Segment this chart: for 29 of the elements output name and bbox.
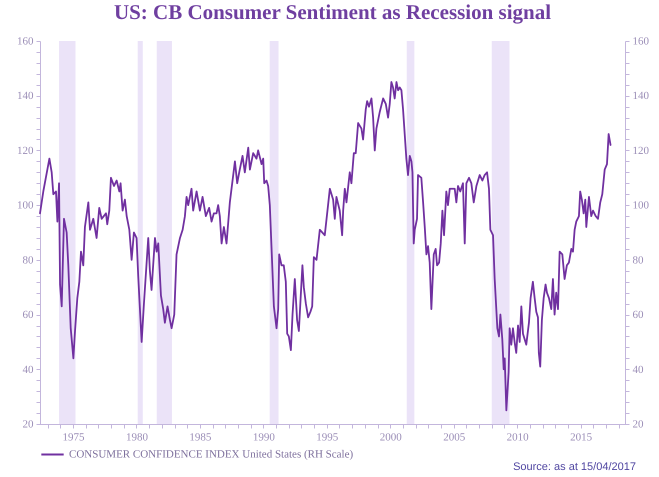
y2-tick-label: 60	[632, 309, 644, 322]
x-tick-label: 1980	[126, 432, 148, 444]
y-tick-label: 120	[17, 144, 34, 157]
y-tick-label: 40	[22, 364, 34, 376]
x-tick-label: 1985	[189, 432, 212, 444]
y-tick-label: 100	[17, 200, 34, 212]
x-tick-label: 2010	[506, 432, 530, 444]
y2-tick-label: 140	[632, 90, 650, 102]
source-note: Source: as at 15/04/2017	[513, 461, 636, 473]
x-tick-label: 2005	[443, 432, 466, 444]
y2-tick-label: 40	[632, 364, 644, 376]
y-tick-label: 60	[22, 309, 34, 322]
y2-tick-label: 160	[632, 36, 650, 48]
x-tick-label: 2015	[570, 432, 593, 444]
x-tick-label: 1995	[316, 432, 339, 444]
y2-tick-label: 20	[632, 418, 644, 430]
chart-title: US: CB Consumer Sentiment as Recession signal	[114, 0, 552, 24]
y-tick-label: 140	[17, 90, 34, 102]
y2-tick-label: 80	[632, 254, 644, 266]
x-tick-label: 2000	[380, 432, 402, 444]
legend-label: CONSUMER CONFIDENCE INDEX United States (RH Scale)	[69, 448, 354, 460]
y2-tick-label: 100	[632, 200, 650, 212]
x-tick-label: 1975	[62, 432, 85, 444]
y-tick-label: 160	[17, 36, 34, 48]
y-tick-label: 20	[22, 418, 34, 430]
line-series	[39, 81, 612, 412]
y-tick-label: 80	[22, 254, 34, 266]
x-tick-label: 1990	[252, 432, 276, 444]
y2-tick-label: 120	[632, 144, 650, 157]
